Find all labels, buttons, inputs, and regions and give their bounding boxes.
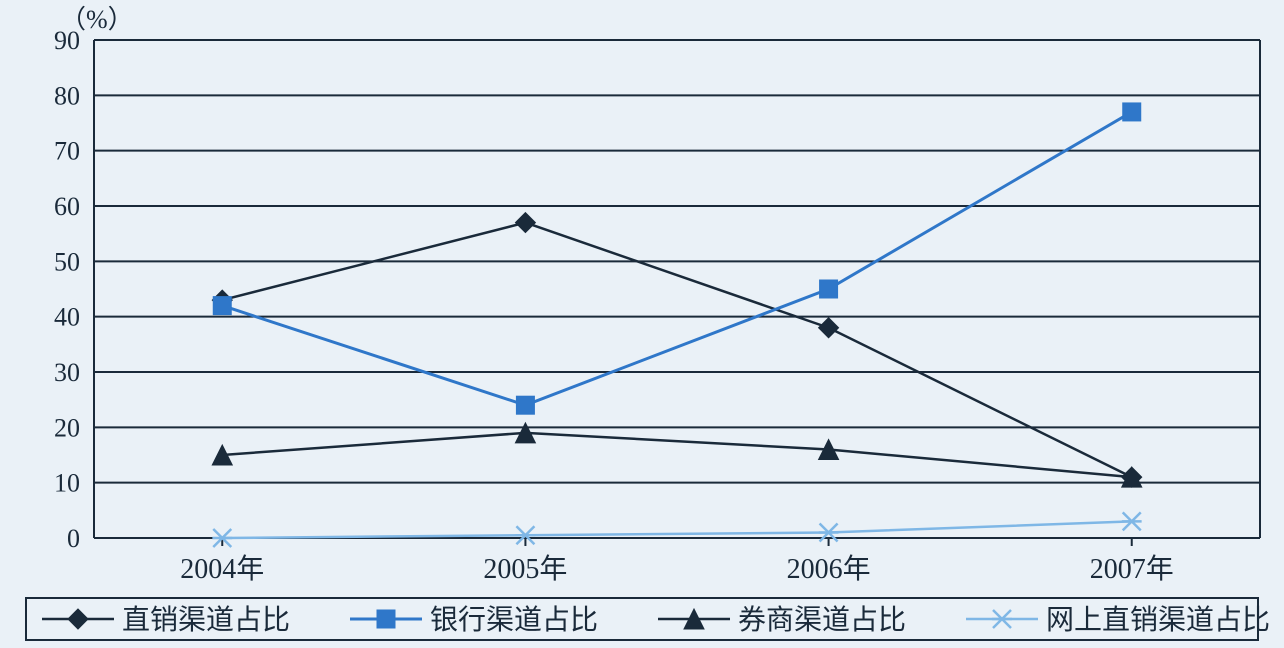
- x-tick-label: 2005年: [483, 553, 567, 585]
- y-tick-label: 0: [67, 524, 80, 553]
- y-tick-label: 50: [54, 247, 80, 276]
- y-tick-label: 10: [54, 469, 80, 498]
- legend-label: 网上直销渠道占比: [1046, 604, 1270, 636]
- x-tick-label: 2006年: [787, 553, 871, 585]
- y-axis-label: （%）: [60, 5, 134, 34]
- legend-label: 银行渠道占比: [430, 604, 598, 636]
- legend-label: 券商渠道占比: [738, 604, 906, 636]
- y-tick-label: 40: [54, 303, 80, 332]
- x-tick-label: 2007年: [1090, 553, 1174, 585]
- y-tick-label: 80: [54, 81, 80, 110]
- x-tick-label: 2004年: [180, 553, 264, 585]
- y-tick-label: 20: [54, 413, 80, 442]
- chart: 01020304050607080902004年2005年2006年2007年（…: [0, 0, 1284, 648]
- legend-label: 直销渠道占比: [122, 604, 290, 636]
- y-tick-label: 60: [54, 192, 80, 221]
- y-tick-label: 70: [54, 137, 80, 166]
- y-tick-label: 30: [54, 358, 80, 387]
- chart-svg: 01020304050607080902004年2005年2006年2007年（…: [0, 0, 1284, 648]
